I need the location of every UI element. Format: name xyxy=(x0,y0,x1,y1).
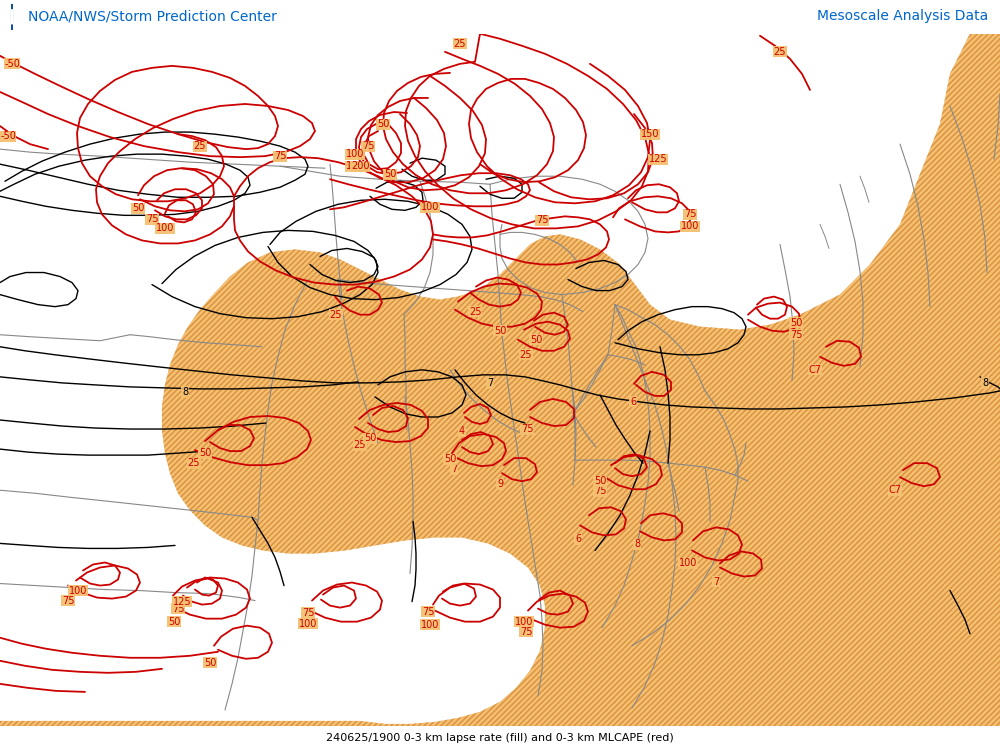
Polygon shape xyxy=(0,34,1000,726)
Text: 125: 125 xyxy=(649,154,667,164)
Text: 8: 8 xyxy=(634,539,640,550)
Text: 100: 100 xyxy=(69,586,87,596)
Text: 75: 75 xyxy=(302,608,314,618)
Text: 125: 125 xyxy=(346,161,364,171)
Text: -50: -50 xyxy=(0,131,16,141)
Text: 75: 75 xyxy=(684,209,696,219)
Text: 75: 75 xyxy=(146,214,158,224)
Text: 25: 25 xyxy=(188,458,200,468)
Text: 9: 9 xyxy=(497,479,503,489)
Text: 200: 200 xyxy=(351,161,369,171)
Text: 75: 75 xyxy=(521,424,533,434)
Text: 100: 100 xyxy=(515,616,533,627)
Text: C7: C7 xyxy=(808,364,822,375)
Text: 100: 100 xyxy=(299,619,317,628)
Text: 75: 75 xyxy=(274,152,286,161)
Text: 25: 25 xyxy=(469,307,481,316)
Text: 240625/1900 0-3 km lapse rate (fill) and 0-3 km MLCAPE (red): 240625/1900 0-3 km lapse rate (fill) and… xyxy=(326,733,674,743)
Text: 75: 75 xyxy=(362,141,374,151)
Text: 125: 125 xyxy=(173,596,191,607)
Text: 7: 7 xyxy=(487,378,493,388)
Text: 8: 8 xyxy=(182,387,188,397)
Text: 75: 75 xyxy=(172,604,184,613)
Text: 75: 75 xyxy=(790,330,802,340)
Text: 50: 50 xyxy=(364,433,376,443)
Text: 25: 25 xyxy=(454,39,466,49)
Text: 25: 25 xyxy=(520,350,532,360)
Text: 50: 50 xyxy=(384,170,396,179)
Text: 50: 50 xyxy=(444,454,456,464)
Text: 75: 75 xyxy=(536,215,548,225)
Text: 50: 50 xyxy=(204,658,216,668)
Text: Mesoscale Analysis Data: Mesoscale Analysis Data xyxy=(817,9,988,23)
Text: 50: 50 xyxy=(199,448,211,458)
Text: 25: 25 xyxy=(330,310,342,320)
Text: 75: 75 xyxy=(520,627,532,637)
Text: 75: 75 xyxy=(62,596,74,605)
Text: -50: -50 xyxy=(4,58,20,69)
Text: 50: 50 xyxy=(132,203,144,213)
Text: 8: 8 xyxy=(982,378,988,388)
Text: 25: 25 xyxy=(354,440,366,450)
Text: 7: 7 xyxy=(451,464,457,474)
Text: 150: 150 xyxy=(641,129,659,139)
Text: 75: 75 xyxy=(594,486,606,496)
Text: 100: 100 xyxy=(421,620,439,630)
Text: 100: 100 xyxy=(421,202,439,212)
Text: 7: 7 xyxy=(713,577,719,586)
Text: 50: 50 xyxy=(168,616,180,627)
Text: 6: 6 xyxy=(575,535,581,544)
Text: 50: 50 xyxy=(790,318,802,328)
Text: 100: 100 xyxy=(346,149,364,159)
Text: 50: 50 xyxy=(494,326,506,336)
Text: 25: 25 xyxy=(194,141,206,151)
Text: 75: 75 xyxy=(422,607,434,616)
Text: 100: 100 xyxy=(156,224,174,233)
Text: 100: 100 xyxy=(681,221,699,232)
Text: NOAA/NWS/Storm Prediction Center: NOAA/NWS/Storm Prediction Center xyxy=(28,9,277,23)
Text: 4: 4 xyxy=(459,426,465,436)
Text: 50: 50 xyxy=(377,119,389,129)
Text: 100: 100 xyxy=(679,559,697,568)
Text: 50: 50 xyxy=(530,334,542,345)
Text: C7: C7 xyxy=(889,485,902,495)
Text: 25: 25 xyxy=(774,46,786,57)
Text: 6: 6 xyxy=(630,397,636,407)
Text: 50: 50 xyxy=(594,476,606,486)
